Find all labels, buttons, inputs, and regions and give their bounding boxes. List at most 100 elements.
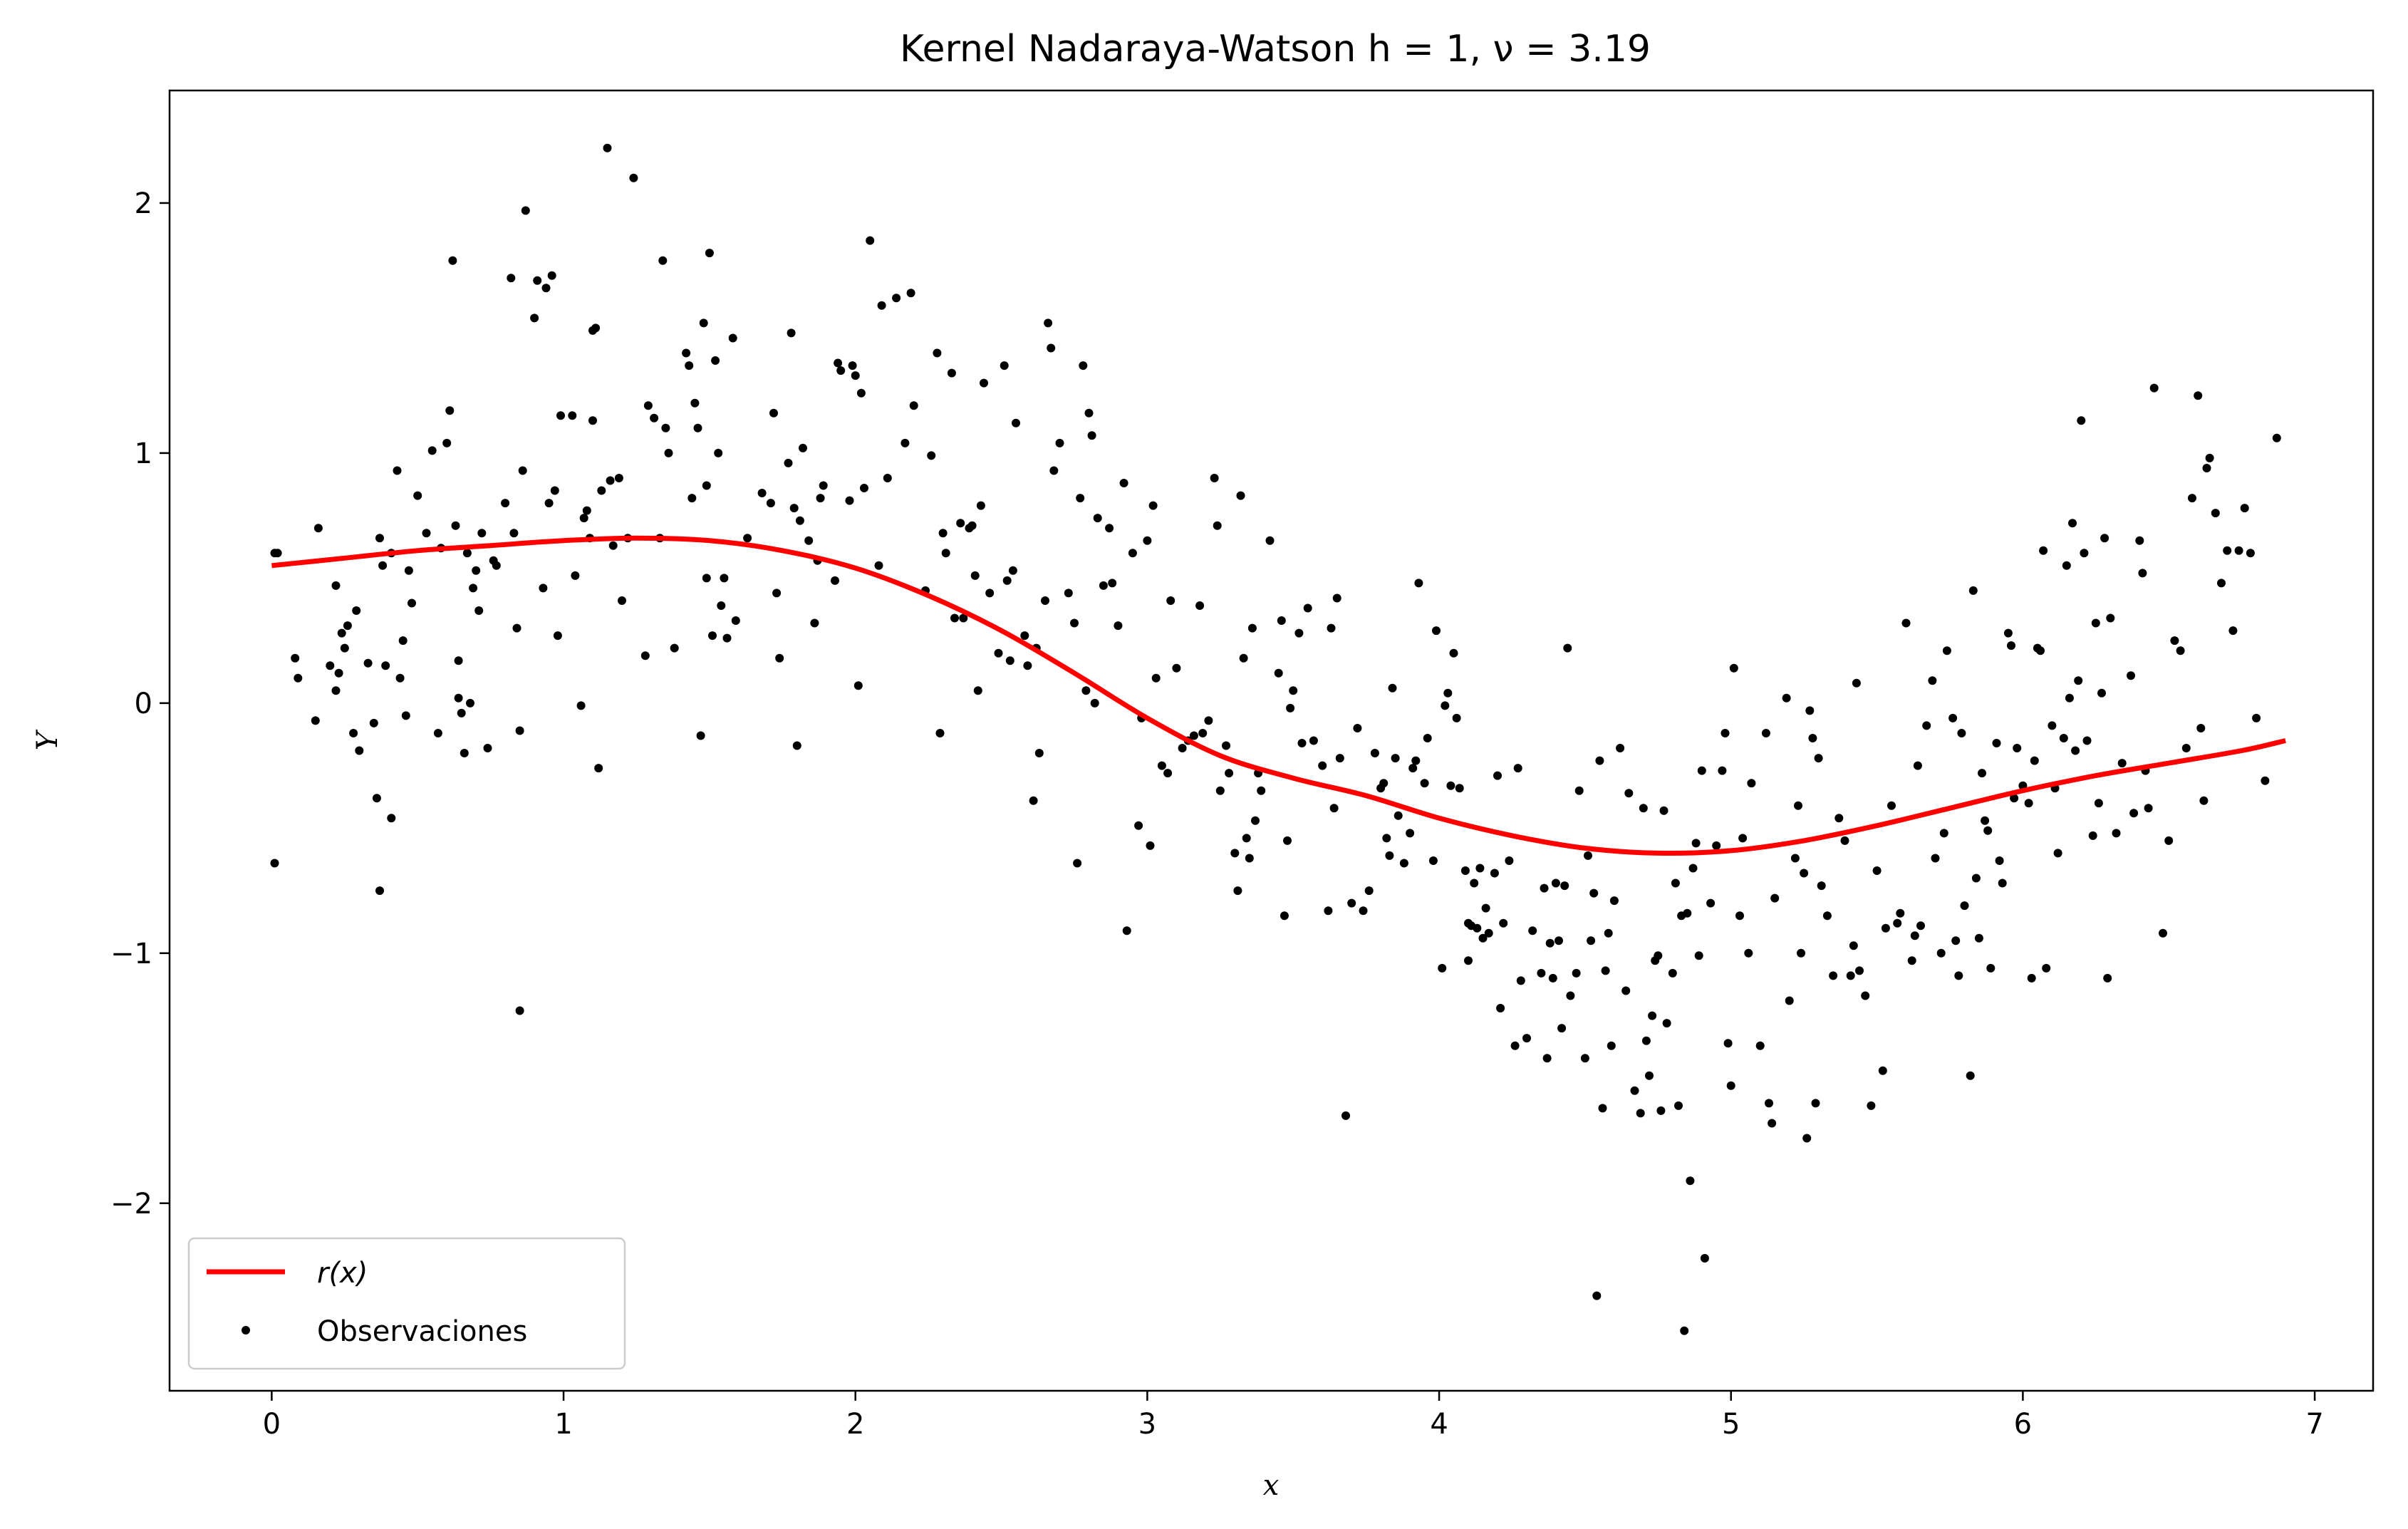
observation-point	[1329, 804, 1339, 813]
observation-point	[2106, 613, 2115, 623]
observation-point	[369, 718, 378, 727]
observation-point	[454, 656, 463, 665]
observation-point	[690, 398, 700, 408]
observation-point	[1765, 1099, 1773, 1108]
observation-point	[2082, 736, 2092, 745]
observation-point	[705, 249, 714, 258]
observation-point	[1084, 408, 1094, 418]
observation-point	[401, 711, 410, 720]
observation-point	[343, 621, 352, 631]
observation-point	[349, 729, 358, 737]
observation-point	[699, 318, 708, 328]
observation-point	[518, 466, 527, 475]
observation-point	[1318, 761, 1327, 770]
observation-point	[1143, 536, 1152, 545]
observation-point	[1992, 739, 2001, 747]
observation-point	[1128, 549, 1137, 558]
observation-point	[2228, 626, 2238, 636]
observation-point	[1822, 911, 1832, 921]
observation-point	[1189, 731, 1198, 740]
observation-point	[550, 486, 559, 495]
observation-point	[2007, 641, 2015, 651]
observation-point	[501, 499, 510, 508]
observation-point	[856, 388, 866, 398]
observation-point	[588, 416, 597, 425]
observation-point	[1178, 744, 1187, 752]
observation-point	[334, 668, 343, 678]
observation-point	[331, 581, 341, 590]
observation-point	[1236, 491, 1245, 500]
observation-point	[427, 446, 437, 455]
observation-point	[1335, 754, 1344, 763]
observation-point	[1163, 769, 1173, 778]
observation-point	[1441, 701, 1450, 710]
observation-point	[393, 466, 402, 475]
observation-point	[2048, 721, 2057, 730]
observation-point	[1834, 814, 1844, 823]
observation-point	[381, 661, 390, 670]
observation-point	[422, 529, 431, 538]
observation-point	[413, 491, 422, 500]
observation-point	[363, 658, 373, 668]
observation-point	[1723, 1039, 1733, 1048]
observation-point	[720, 574, 729, 583]
observation-point	[935, 729, 945, 737]
observation-point	[1968, 586, 1978, 595]
observation-point	[2088, 831, 2097, 840]
observation-point	[1151, 673, 1161, 683]
observation-point	[643, 401, 653, 410]
observation-point	[1621, 986, 1631, 995]
observation-point	[2068, 519, 2077, 528]
observation-point	[477, 529, 487, 538]
observation-point	[1811, 1099, 1820, 1108]
observation-point	[866, 236, 875, 245]
legend-label-line: r(x)	[317, 1257, 368, 1290]
observation-point	[1496, 1004, 1505, 1012]
observation-point	[603, 143, 612, 152]
observation-point	[1484, 928, 1493, 938]
observation-point	[1522, 1034, 1531, 1043]
observation-point	[702, 574, 711, 583]
observation-point	[1294, 628, 1304, 638]
observation-point	[1939, 829, 1948, 838]
observation-point	[682, 348, 691, 358]
observation-point	[1896, 908, 1905, 918]
observation-point	[1922, 721, 1931, 730]
observation-point	[1230, 849, 1240, 858]
observation-point	[1005, 656, 1014, 665]
observation-point	[1718, 766, 1727, 775]
observation-point	[1537, 968, 1546, 978]
observation-point	[1893, 918, 1902, 928]
observation-point	[702, 481, 711, 490]
observation-point	[1247, 623, 1257, 633]
observation-point	[512, 623, 521, 633]
observation-point	[2196, 724, 2206, 732]
observation-point	[539, 584, 548, 593]
observation-point	[2053, 849, 2062, 858]
observation-point	[1829, 971, 1838, 980]
x-tick-label: 6	[2014, 1408, 2032, 1441]
observation-point	[472, 566, 481, 575]
x-tick-label: 7	[2305, 1408, 2323, 1441]
observation-point	[466, 698, 474, 708]
observation-point	[2234, 546, 2243, 555]
observation-point	[831, 576, 839, 585]
observation-point	[1242, 834, 1251, 843]
observation-point	[1087, 431, 1096, 440]
observation-point	[973, 686, 982, 695]
observation-point	[1849, 941, 1858, 950]
observation-point	[544, 499, 554, 508]
observation-point	[1002, 576, 1012, 585]
observation-point	[670, 643, 679, 653]
observation-point	[1580, 1054, 1589, 1063]
observation-point	[1490, 869, 1499, 878]
observation-point	[1761, 729, 1770, 737]
observation-point	[1747, 779, 1756, 788]
observation-point	[1008, 566, 1017, 575]
observation-point	[291, 653, 300, 663]
observation-point	[1656, 1106, 1666, 1115]
observation-point	[1560, 881, 1569, 891]
observation-point	[1913, 761, 1922, 770]
observation-point	[985, 589, 995, 598]
observation-point	[457, 708, 466, 717]
